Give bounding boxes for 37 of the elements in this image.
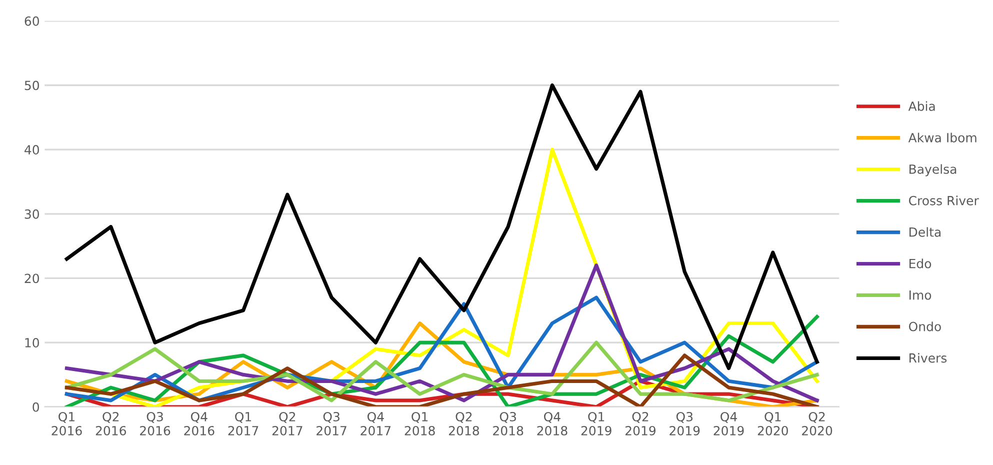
legend-label: Rivers — [910, 353, 947, 363]
legend-label: Delta — [910, 227, 940, 237]
x-tick-label: Q1 2020 — [758, 412, 788, 436]
y-tick-label: 0 — [32, 402, 39, 412]
x-tick-label: Q2 2020 — [802, 412, 832, 436]
x-tick-label: Q3 2017 — [316, 412, 346, 436]
x-tick-label: Q2 2016 — [96, 412, 126, 436]
x-tick-label: Q2 2017 — [272, 412, 302, 436]
x-tick-label: Q1 2018 — [404, 412, 435, 436]
line-series — [64, 354, 819, 407]
legend-label: Imo — [910, 290, 932, 300]
legend-label: Bayelsa — [910, 164, 956, 176]
legend-label: Edo — [910, 258, 932, 268]
line-series — [64, 83, 819, 370]
x-tick-label: Q3 2018 — [493, 412, 524, 436]
legend-label: Akwa Ibom — [908, 132, 976, 142]
x-tick-label: Q2 2019 — [625, 412, 656, 436]
line-series — [64, 340, 819, 402]
y-tick-label: 60 — [24, 16, 39, 26]
x-tick-label: Q4 2019 — [714, 412, 744, 436]
legend-label: Cross River — [908, 196, 979, 206]
x-tick-label: Q4 2016 — [184, 412, 214, 436]
y-tick-label: 10 — [25, 338, 39, 348]
x-tick-label: Q4 2018 — [537, 412, 568, 436]
x-tick-label: Q1 2016 — [52, 412, 82, 436]
x-tick-label: Q2 2018 — [448, 412, 479, 436]
x-tick-label: Q1 2017 — [228, 412, 258, 436]
legend-label: Abia — [908, 101, 935, 111]
y-tick-label: 40 — [24, 145, 39, 154]
y-tick-label: 50 — [24, 80, 39, 90]
y-tick-label: 20 — [24, 274, 39, 284]
x-tick-label: Q3 2019 — [670, 412, 700, 436]
x-tick-label: Q1 2019 — [581, 412, 612, 436]
legend-label: Ondo — [908, 322, 941, 332]
x-tick-label: Q4 2017 — [360, 412, 391, 436]
x-tick-label: Q3 2016 — [140, 412, 170, 436]
y-tick-label: 30 — [24, 209, 39, 219]
